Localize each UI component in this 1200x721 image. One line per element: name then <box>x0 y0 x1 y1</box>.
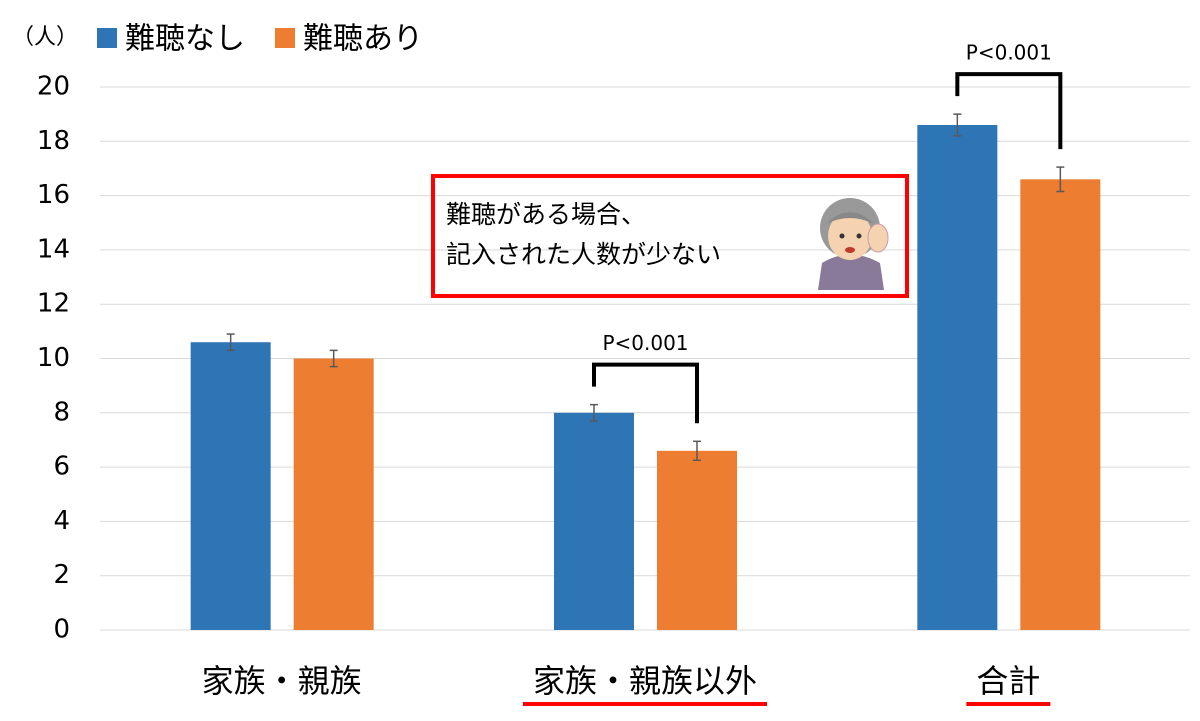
error-bar <box>226 333 235 352</box>
bar <box>293 358 374 630</box>
y-tick-label: 16 <box>37 180 70 210</box>
significance-bracket <box>592 362 699 424</box>
error-bar <box>329 349 338 368</box>
person-icon <box>818 198 889 290</box>
bar <box>190 342 271 630</box>
legend-label: 難聴なし <box>125 22 245 57</box>
legend-label: 難聴あり <box>303 22 423 57</box>
y-tick-label: 8 <box>53 397 70 427</box>
legend-swatch <box>275 28 295 48</box>
callout-text: 記入された人数が少ない <box>446 240 721 269</box>
error-bar <box>693 440 701 462</box>
x-tick-label: 合計 <box>976 662 1040 700</box>
significance-label: P<0.001 <box>966 41 1052 65</box>
y-tick-label: 14 <box>37 234 70 264</box>
y-tick-label: 10 <box>37 343 70 373</box>
callout-box <box>431 174 909 298</box>
callout-text: 難聴がある場合、 <box>446 200 646 229</box>
bar <box>657 450 737 630</box>
x-tick-label: 家族・親族以外 <box>533 662 757 700</box>
error-bar <box>953 113 962 137</box>
error-bar <box>590 403 598 422</box>
y-tick-label: 18 <box>37 126 70 156</box>
y-tick-label: 0 <box>53 615 70 645</box>
y-tick-label: 4 <box>53 506 70 536</box>
legend-swatch <box>97 28 117 48</box>
significance-bracket <box>955 72 1063 150</box>
bar <box>554 412 634 630</box>
significance-label: P<0.001 <box>602 331 688 355</box>
bar <box>1020 179 1101 630</box>
y-tick-label: 6 <box>53 452 70 482</box>
y-tick-label: 20 <box>37 72 70 102</box>
error-bar <box>1056 166 1065 193</box>
y-tick-label: 2 <box>53 560 70 590</box>
x-tick-label: 家族・親族 <box>202 662 362 700</box>
y-tick-label: 12 <box>37 289 70 319</box>
y-axis-label: （人） <box>12 25 78 50</box>
bar <box>917 125 998 630</box>
